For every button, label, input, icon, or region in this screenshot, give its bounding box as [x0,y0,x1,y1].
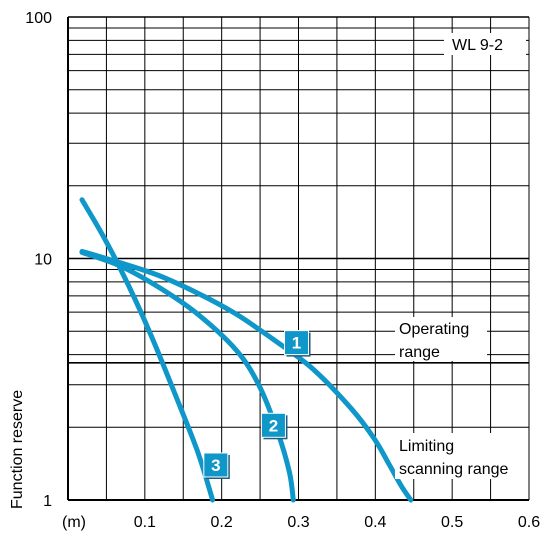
y-tick-label: 1 [43,493,52,510]
x-tick-label: 0.6 [518,514,540,531]
y-tick-label: 10 [34,252,52,269]
y-axis-label: Function reserve [9,390,26,509]
series-badge-3-text: 3 [211,456,220,475]
operating-range-label: Operating range [395,317,487,361]
x-tick-label: 0.1 [134,514,156,531]
operating-range-line2: range [399,344,440,361]
series-badges: 1 2 3 [203,330,311,479]
limiting-range-line2: scanning range [399,461,509,478]
series-badge-1 [284,330,309,356]
x-tick-label: 0.3 [287,514,309,531]
limiting-range-label: Limiting scanning range [395,433,527,479]
y-tick-label: 100 [25,10,52,27]
x-tick-label: 0.2 [211,514,233,531]
model-label: WL 9-2 [452,37,503,54]
operating-range-line1: Operating [399,321,469,338]
x-tick-label: 0.4 [364,514,386,531]
series-badge-1-text: 1 [292,334,301,353]
x-tick-label: 0.5 [441,514,463,531]
series-badge-3 [203,452,229,478]
limiting-range-line1: Limiting [399,438,454,455]
curve-2 [79,249,296,503]
curve-3 [79,197,216,503]
x-unit-label: (m) [62,514,86,531]
series-badge-2-text: 2 [269,416,278,435]
model-label-box: WL 9-2 [444,33,526,55]
curves [79,197,414,503]
grid [67,16,530,501]
series-badge-2 [260,412,286,438]
tick-labels: 0.1 0.2 0.3 0.4 0.5 0.6 1 10 100 [25,10,540,531]
